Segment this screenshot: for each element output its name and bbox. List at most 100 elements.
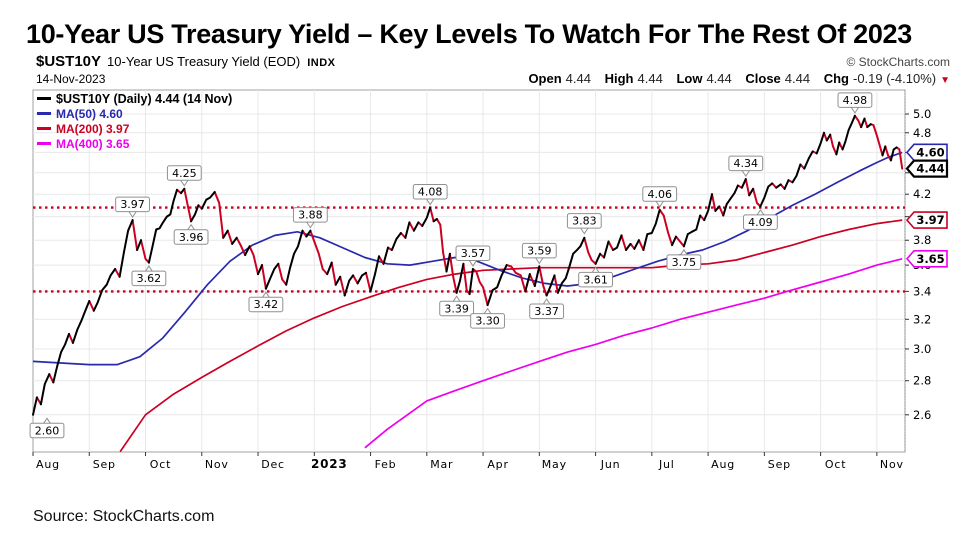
instrument-name: 10-Year US Treasury Yield (EOD) [107,54,301,69]
legend-item: MA(50) 4.60 [37,106,232,121]
source-caption: Source: StockCharts.com [33,508,215,525]
price-callout: 4.09 [743,209,778,230]
svg-text:Nov: Nov [880,458,904,471]
ma50-line [32,151,903,366]
svg-text:3.39: 3.39 [444,302,469,315]
axis-price-box: 3.65 [905,249,948,268]
svg-text:3.2: 3.2 [913,312,931,326]
svg-text:Jul: Jul [658,458,675,471]
exchange-label: INDX [307,57,336,69]
price-line [32,114,904,416]
svg-text:3.4: 3.4 [913,284,931,298]
price-callout: 3.75 [666,248,702,270]
legend-label: MA(200) 3.97 [56,121,130,136]
svg-text:3.65: 3.65 [916,252,944,266]
svg-text:2.60: 2.60 [35,424,60,437]
legend-label: MA(400) 3.65 [56,136,130,151]
price-callout: 3.97 [115,196,150,219]
svg-text:3.0: 3.0 [913,342,931,356]
open-label: Open [528,71,562,86]
svg-text:4.06: 4.06 [647,188,672,201]
ma400-line [364,257,903,449]
price-callout: 3.88 [292,207,328,229]
close-label: Close [745,71,781,86]
svg-text:Aug: Aug [711,458,735,471]
svg-text:Oct: Oct [150,458,171,471]
high-value: 4.44 [637,71,663,86]
price-callout: 3.59 [521,242,557,265]
price-callout: 4.98 [837,92,873,114]
down-triangle-icon: ▼ [940,75,950,86]
svg-text:4.8: 4.8 [913,126,931,140]
svg-text:4.2: 4.2 [913,187,931,201]
page-title: 10-Year US Treasury Yield – Key Levels T… [26,19,912,50]
svg-text:3.59: 3.59 [527,244,552,257]
ticker-symbol: $UST10Y [36,53,102,70]
svg-text:3.75: 3.75 [672,256,697,269]
instrument-title: $UST10Y 10-Year US Treasury Yield (EOD) IN… [36,53,335,71]
svg-text:3.30: 3.30 [475,315,500,328]
chart-svg: 2.60 3.97 3.62 4.25 3.96 3.42 3.88 4.08 3.39 3.57… [29,89,949,471]
svg-text:Oct: Oct [825,458,846,471]
close-value: 4.44 [784,71,811,86]
price-callout: 3.30 [470,307,505,329]
svg-text:Aug: Aug [36,458,60,471]
high-label: High [604,71,634,86]
legend-label: MA(50) 4.60 [56,106,123,121]
quote-row: 14-Nov-2023 Open 4.44 High 4.44 Low 4.44 Cl… [28,71,954,86]
svg-text:3.96: 3.96 [179,231,204,244]
svg-text:2.6: 2.6 [913,408,931,422]
axis-price-box: 3.97 [905,211,948,229]
svg-text:Nov: Nov [205,458,229,471]
key-level-lines [33,206,905,293]
svg-text:4.34: 4.34 [734,157,759,170]
low-value: 4.44 [706,71,732,86]
svg-text:May: May [542,458,567,471]
svg-text:4.09: 4.09 [748,216,773,229]
svg-text:Dec: Dec [261,458,285,471]
svg-text:3.37: 3.37 [534,305,559,318]
chg-label: Chg [823,71,849,86]
x-axis: Aug Sep Oct Nov Dec 2023 Feb Mar Apr May Jun Jul Aug… [32,452,904,471]
price-callouts: 2.60 3.97 3.62 4.25 3.96 3.42 3.88 4.08 3.39 3.57… [29,92,873,439]
ma200-line [119,219,903,453]
svg-text:2.8: 2.8 [913,374,931,388]
svg-text:3.97: 3.97 [120,198,145,211]
plot-area: 2.60 3.97 3.62 4.25 3.96 3.42 3.88 4.08 3.39 3.57… [28,87,954,479]
legend-swatch-icon [37,97,51,100]
price-callout: 4.25 [166,165,202,187]
svg-text:Feb: Feb [375,458,397,471]
price-callout: 4.06 [642,186,678,208]
svg-text:Apr: Apr [487,458,508,471]
svg-text:4.60: 4.60 [916,145,944,159]
svg-text:4.25: 4.25 [172,167,197,180]
price-callout: 3.37 [529,298,565,319]
open-value: 4.44 [565,71,591,86]
price-callout: 3.83 [566,213,602,235]
svg-text:Sep: Sep [768,458,791,471]
legend-swatch-icon [37,127,51,130]
low-label: Low [676,71,703,86]
svg-text:4.44: 4.44 [916,162,944,176]
price-callout: 3.57 [455,245,491,267]
chart-legend: $UST10Y (Daily) 4.44 (14 Nov) MA(50) 4.60… [37,91,232,151]
svg-text:3.97: 3.97 [916,213,944,227]
price-callout: 3.39 [439,295,475,317]
svg-text:4.08: 4.08 [418,186,443,199]
price-callout: 4.34 [728,155,764,178]
svg-text:3.88: 3.88 [298,209,323,222]
price-boxes: 4.60 4.44 3.97 3.65 [905,143,949,268]
svg-text:3.8: 3.8 [913,233,931,247]
price-callout: 3.62 [131,265,167,287]
quote-bar: Open 4.44 High 4.44 Low 4.44 Close 4.44 Chg -… [518,71,950,86]
svg-text:3.42: 3.42 [254,298,279,311]
legend-item: $UST10Y (Daily) 4.44 (14 Nov) [37,91,232,106]
svg-text:2023: 2023 [311,457,348,471]
stockcharts-panel: $UST10Y 10-Year US Treasury Yield (EOD) IN… [28,53,954,479]
svg-text:Sep: Sep [93,458,116,471]
svg-text:Jun: Jun [600,458,621,471]
svg-text:3.62: 3.62 [137,272,162,285]
price-callout: 3.42 [248,291,284,313]
svg-text:3.83: 3.83 [572,215,597,228]
